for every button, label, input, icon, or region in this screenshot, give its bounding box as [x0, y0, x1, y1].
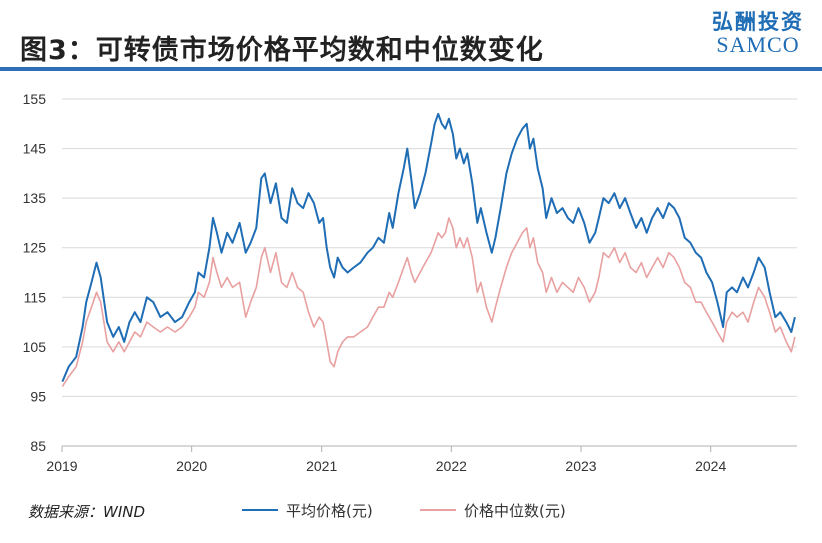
y-tick-label: 85	[30, 438, 46, 454]
header: 图3：可转债市场价格平均数和中位数变化 弘酬投资 SAMCO	[0, 0, 822, 75]
legend-swatch-average	[242, 509, 278, 511]
series-line-median	[61, 217, 796, 387]
page-title: 图3：可转债市场价格平均数和中位数变化	[20, 35, 544, 66]
footer: 数据来源：WIND 平均价格(元) 价格中位数(元)	[0, 495, 822, 525]
x-tick-label: 2022	[436, 458, 467, 474]
chart-series	[61, 112, 796, 387]
x-tick-label: 2023	[565, 458, 596, 474]
legend-label-median: 价格中位数(元)	[464, 501, 566, 520]
x-tick-label: 2021	[306, 458, 337, 474]
x-tick-label: 2020	[176, 458, 207, 474]
logo-english-text: SAMCO	[716, 32, 800, 57]
logo-chinese-text: 弘酬投资	[712, 10, 804, 34]
x-tick-label: 2024	[695, 458, 726, 474]
legend-item-median: 价格中位数(元)	[420, 499, 566, 521]
y-tick-label: 145	[23, 141, 47, 157]
brand-logo: 弘酬投资 SAMCO	[712, 10, 804, 56]
y-axis: 85 95 105 115 125 135 145 155	[23, 91, 47, 454]
y-tick-label: 135	[23, 190, 47, 206]
data-source-note: 数据来源：WIND	[28, 503, 146, 521]
series-line-average	[61, 112, 796, 382]
header-divider	[0, 67, 822, 71]
chart-gridlines	[62, 98, 797, 447]
x-axis: 2019 2020 2021 2022 2023 2024	[46, 446, 726, 474]
y-tick-label: 125	[23, 240, 47, 256]
y-tick-label: 115	[24, 289, 47, 305]
legend-item-average: 平均价格(元)	[242, 499, 373, 521]
y-tick-label: 105	[23, 339, 47, 355]
x-tick-label: 2019	[46, 458, 77, 474]
legend-swatch-median	[420, 509, 456, 511]
legend-label-average: 平均价格(元)	[286, 501, 373, 520]
y-tick-label: 155	[23, 91, 47, 107]
y-tick-label: 95	[30, 388, 46, 404]
